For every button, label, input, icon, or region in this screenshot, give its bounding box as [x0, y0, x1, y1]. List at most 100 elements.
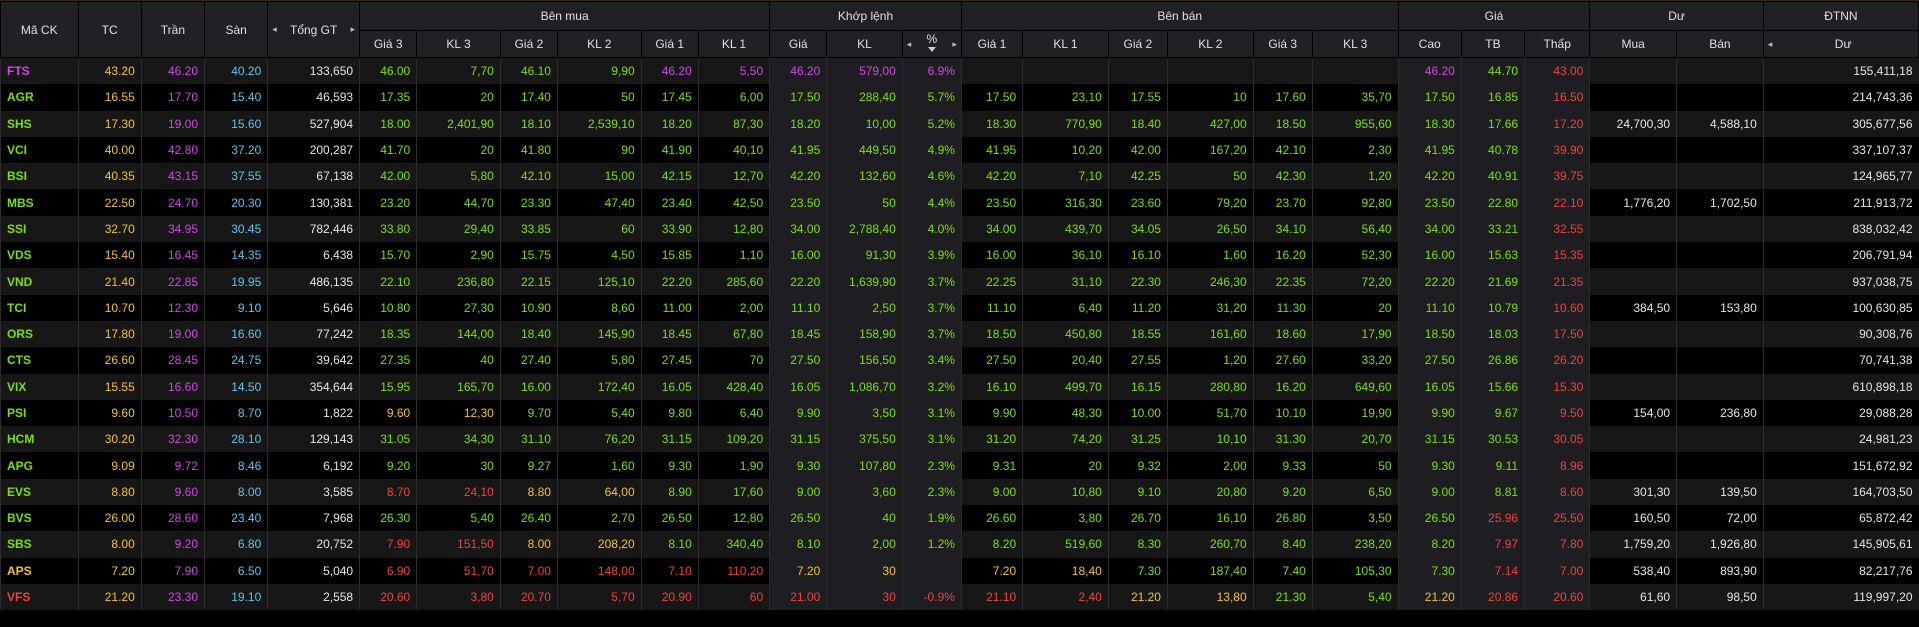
floor-price-cell: 19.10 [204, 583, 268, 611]
sort-desc-icon[interactable] [927, 47, 936, 53]
sell-cell [1022, 57, 1109, 85]
table-row[interactable]: VCI 40.00 42.80 37.20 200,287 41.70 20 41.80 90 4… [0, 136, 1919, 164]
surplus-buy-cell [1589, 373, 1677, 400]
col-avg[interactable]: TB [1460, 30, 1526, 58]
col-sell-6[interactable]: KL 3 [1311, 30, 1399, 58]
col-total-value[interactable]: ◂ Tổng GT ▸ [267, 1, 361, 58]
table-row[interactable]: SSI 32.70 34.95 30.45 782,446 33.80 29,40 33.85… [0, 215, 1919, 243]
arrow-left-icon[interactable]: ◂ [1767, 38, 1773, 49]
table-row[interactable]: AGR 16.55 17.70 15.40 46,593 17.35 20 17.40 50 17… [0, 84, 1919, 111]
col-low[interactable]: Thấp [1524, 30, 1591, 58]
symbol-cell[interactable]: APS [0, 557, 79, 584]
symbol-cell[interactable]: PSI [0, 399, 79, 427]
sell-cell: 3,80 [1022, 505, 1109, 532]
col-sell-3[interactable]: Giá 2 [1107, 30, 1168, 58]
col-surplus-buy[interactable]: Mua [1589, 30, 1678, 58]
symbol-cell[interactable]: SSI [0, 215, 79, 243]
col-buy-2[interactable]: KL 3 [416, 30, 501, 58]
col-surplus-sell[interactable]: Bán [1676, 30, 1764, 58]
col-buy-3[interactable]: Giá 2 [499, 30, 558, 58]
symbol-cell[interactable]: BSI [0, 163, 79, 190]
arrow-left-icon[interactable]: ◂ [906, 39, 912, 49]
col-floor[interactable]: Sàn [204, 1, 269, 58]
symbol-cell[interactable]: ORS [0, 320, 79, 348]
sell-cell: 2,00 [1166, 452, 1254, 479]
symbol-cell[interactable]: FTS [0, 57, 79, 85]
symbol-cell[interactable]: TCI [0, 294, 79, 321]
col-high[interactable]: Cao [1397, 30, 1462, 58]
symbol-cell[interactable]: VIX [0, 373, 79, 400]
col-buy-4[interactable]: KL 2 [556, 30, 642, 58]
buy-cell: 5,40 [556, 399, 642, 427]
buy-cell: 172,40 [556, 373, 642, 400]
table-row[interactable]: VIX 15.55 16.60 14.50 354,644 15.95 165,70 16.0… [0, 373, 1919, 400]
symbol-cell[interactable]: HCM [0, 426, 79, 453]
table-row[interactable]: BVS 26.00 28.60 23.40 7,968 26.30 5,40 26.40 2,7… [0, 505, 1919, 532]
table-row[interactable]: HCM 30.20 32.30 28.10 129,143 31.05 34,30 31.10… [0, 426, 1919, 453]
col-ref[interactable]: TC [77, 1, 142, 58]
symbol-cell[interactable]: MBS [0, 189, 79, 216]
table-row[interactable]: FTS 43.20 46.20 40.20 133,650 46.00 7,70 46.10 9… [0, 57, 1919, 85]
symbol-cell[interactable]: VCI [0, 136, 79, 164]
sell-cell: 50 [1311, 452, 1399, 479]
col-sell-5[interactable]: Giá 3 [1252, 30, 1313, 58]
symbol-cell[interactable]: BVS [0, 505, 79, 532]
table-row[interactable]: VND 21.40 22.85 19.95 486,135 22.10 236,80 22.1… [0, 268, 1919, 295]
col-match-volume[interactable]: KL [826, 30, 903, 58]
symbol-cell[interactable]: VDS [0, 242, 79, 269]
symbol-cell[interactable]: EVS [0, 478, 79, 506]
match-price-cell: 16.05 [769, 373, 827, 400]
table-row[interactable]: VDS 15.40 16.45 14.35 6,438 15.70 2,90 15.75 4,5… [0, 242, 1919, 269]
match-volume-cell: 288,40 [826, 84, 903, 111]
col-sell-1[interactable]: Giá 1 [960, 30, 1024, 58]
col-symbol[interactable]: Mã CK [0, 1, 79, 58]
ref-price-cell: 21.20 [77, 583, 142, 611]
surplus-sell-cell [1676, 373, 1764, 400]
buy-cell: 12,80 [697, 215, 770, 243]
surplus-buy-cell: 301,30 [1589, 478, 1677, 506]
col-buy-5[interactable]: Giá 1 [640, 30, 699, 58]
symbol-cell[interactable]: VND [0, 268, 79, 295]
col-match-price[interactable]: Giá [769, 30, 828, 58]
col-foreign-room[interactable]: ◂ Dư [1762, 30, 1919, 58]
symbol-cell[interactable]: SBS [0, 531, 79, 558]
table-row[interactable]: PSI 9.60 10.50 8.70 1,822 9.60 12,30 9.70 5,40 9.… [0, 399, 1919, 427]
symbol-cell[interactable]: VFS [0, 583, 79, 611]
arrow-left-icon[interactable]: ◂ [272, 24, 277, 34]
price-board: Mã CK TC Trần Sàn ◂ Tổng GT ▸ Bên mua Kh… [0, 0, 1919, 611]
match-percent-cell: 5.7% [901, 84, 962, 111]
sell-cell: 7.40 [1252, 557, 1313, 584]
table-row[interactable]: APS 7.20 7.90 6.50 5,040 6.90 51,70 7.00 148,00 7… [0, 557, 1919, 584]
table-row[interactable]: APG 9.09 9.72 8.46 6,192 9.20 30 9.27 1,60 9.30 1,… [0, 452, 1919, 479]
table-row[interactable]: SBS 8.00 9.20 6.80 20,752 7.90 151,50 8.00 208,2… [0, 531, 1919, 558]
surplus-sell-cell: 1,926,80 [1676, 531, 1764, 558]
surplus-buy-cell [1589, 320, 1677, 348]
symbol-cell[interactable]: SHS [0, 110, 79, 137]
col-sell-2[interactable]: KL 1 [1022, 30, 1109, 58]
surplus-buy-cell: 24,700,30 [1589, 110, 1677, 137]
symbol-cell[interactable]: AGR [0, 84, 79, 111]
col-buy-1[interactable]: Giá 3 [359, 30, 418, 58]
col-match-percent[interactable]: ◂% ▸ [901, 30, 962, 58]
table-row[interactable]: VFS 21.20 23.30 19.10 2,558 20.60 3,80 20.70 5,7… [0, 583, 1919, 611]
buy-cell: 428,40 [697, 373, 770, 400]
table-row[interactable]: EVS 8.80 9.60 8.00 3,585 8.70 24,10 8.80 64,00 8.… [0, 478, 1919, 506]
arrow-right-icon[interactable]: ▸ [952, 39, 957, 49]
sell-cell: 31.25 [1107, 426, 1168, 453]
table-row[interactable]: ORS 17.80 19.00 16.60 77,242 18.35 144,00 18.40… [0, 320, 1919, 348]
col-buy-6[interactable]: KL 1 [697, 30, 771, 58]
foreign-room-cell: 145,905,61 [1762, 531, 1919, 558]
high-price-cell: 11.10 [1397, 294, 1462, 321]
table-row[interactable]: CTS 26.60 28.45 24.75 39,642 27.35 40 27.40 5,80… [0, 347, 1919, 374]
buy-cell: 7,70 [416, 57, 501, 85]
arrow-right-icon[interactable]: ▸ [350, 24, 356, 34]
table-row[interactable]: SHS 17.30 19.00 15.60 527,904 18.00 2,401,90 18… [0, 110, 1919, 137]
col-ceil[interactable]: Trần [140, 1, 206, 58]
table-row[interactable]: BSI 40.35 43.15 37.55 67,138 42.00 5,80 42.10 15… [0, 163, 1919, 190]
table-row[interactable]: MBS 22.50 24.70 20.30 130,381 23.20 44,70 23.30… [0, 189, 1919, 216]
symbol-cell[interactable]: APG [0, 452, 79, 479]
table-row[interactable]: TCI 10.70 12.30 9.10 5,646 10.80 27,30 10.90 8,6… [0, 294, 1919, 321]
col-sell-4[interactable]: KL 2 [1166, 30, 1254, 58]
symbol-cell[interactable]: CTS [0, 347, 79, 374]
buy-cell: 8.10 [640, 531, 699, 558]
